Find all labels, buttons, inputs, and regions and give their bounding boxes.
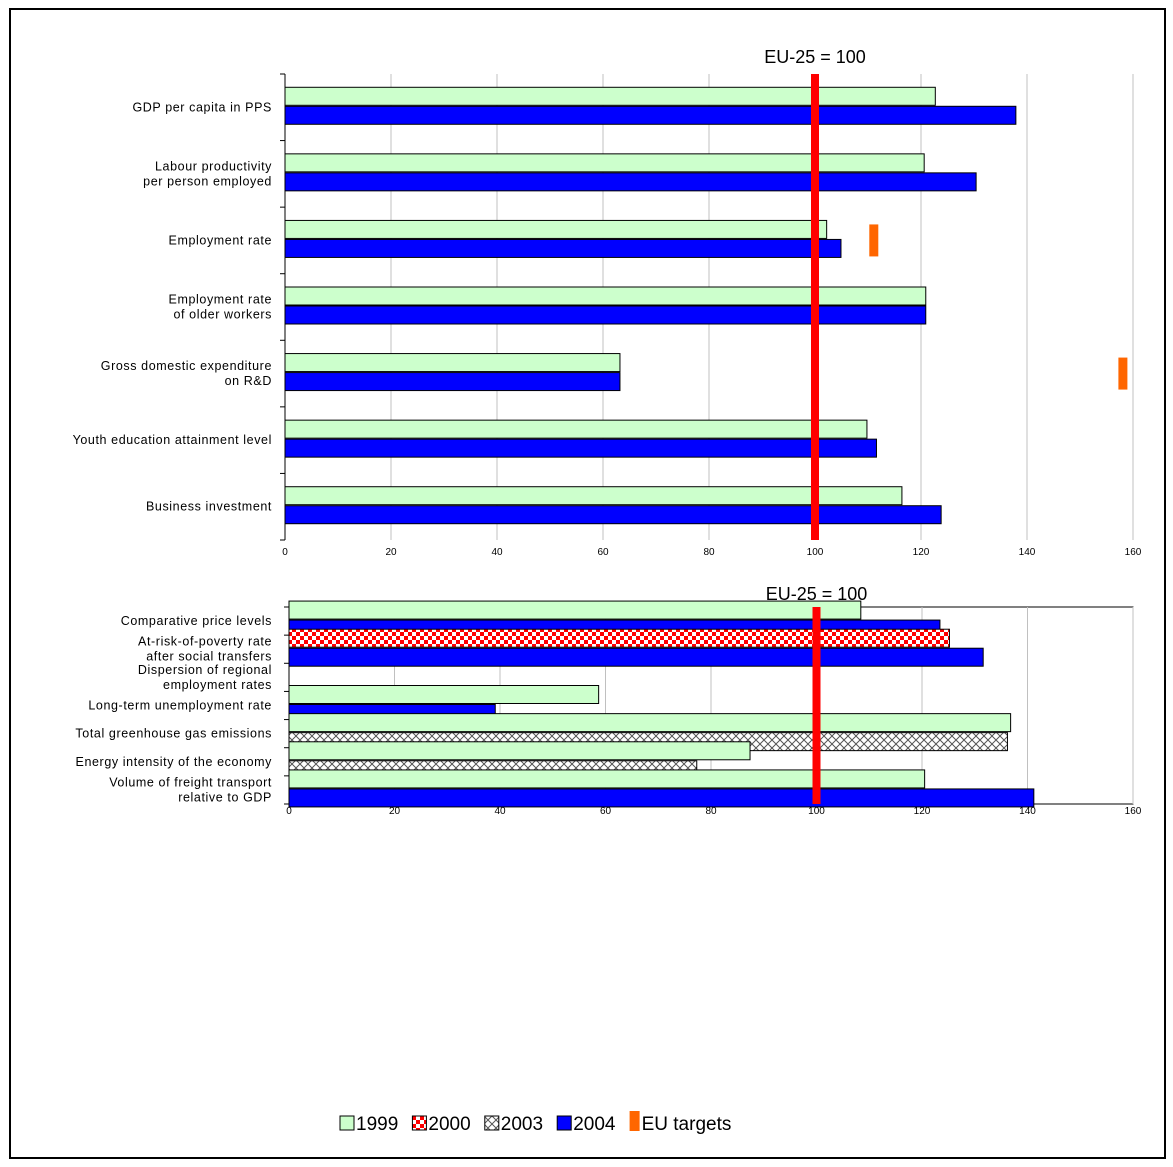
category-label: Gross domestic expenditure <box>101 359 272 373</box>
x-tick-label: 40 <box>494 806 506 817</box>
bar-1999 <box>284 86 936 106</box>
category-label: Business investment <box>146 500 272 514</box>
bar-1999 <box>288 741 751 761</box>
bar-1999 <box>288 713 1012 733</box>
legend-label: EU targets <box>642 1114 732 1135</box>
bar-2004 <box>284 172 977 192</box>
category-label: At-risk-of-poverty rate <box>138 635 272 649</box>
legend-label: 2003 <box>501 1114 543 1135</box>
bar-1999 <box>284 486 903 506</box>
category-label: of older workers <box>173 308 272 322</box>
bar-2004 <box>284 505 942 525</box>
bar-2004 <box>284 305 927 325</box>
bar-2004 <box>284 372 621 392</box>
x-tick-label: 140 <box>1019 547 1036 558</box>
x-tick-label: 20 <box>389 806 401 817</box>
bar-1999 <box>288 600 862 620</box>
category-label: Employment rate <box>169 233 272 247</box>
reference-annotation: EU-25 = 100 <box>764 47 866 67</box>
bar-2000 <box>288 628 950 648</box>
eu-target-marker <box>869 224 879 257</box>
x-tick-label: 20 <box>385 547 397 558</box>
bar-2004 <box>284 238 842 258</box>
bottom-chart-panel: 0 20 40 60 80 100 120 140 160 Comparative price l… <box>75 584 1141 817</box>
legend-swatch-target <box>629 1111 640 1131</box>
category-label: on R&D <box>225 374 272 388</box>
x-tick-label: 40 <box>491 547 503 558</box>
bar-1999 <box>284 419 868 439</box>
bar-1999 <box>284 153 925 173</box>
category-label: relative to GDP <box>178 790 272 804</box>
eu-target-marker <box>1118 357 1128 390</box>
legend-swatch-2004 <box>556 1115 572 1131</box>
bar-1999 <box>288 769 926 789</box>
x-tick-label: 80 <box>705 806 717 817</box>
chart-frame <box>9 8 1166 1159</box>
category-label: GDP per capita in PPS <box>132 100 272 114</box>
bar-2004 <box>288 647 984 667</box>
legend-label: 1999 <box>356 1114 398 1135</box>
top-chart-panel: 0 20 40 60 80 100 120 140 160 GDP per capita in P… <box>73 47 1142 558</box>
legend-label: 2000 <box>428 1114 470 1135</box>
legend: 1999 2000 2003 2004 EU targets <box>339 1111 732 1135</box>
category-label: Long-term unemployment rate <box>88 699 272 713</box>
category-label: Energy intensity of the economy <box>76 755 273 769</box>
x-tick-label: 100 <box>807 547 824 558</box>
category-label: Dispersion of regional <box>138 663 272 677</box>
bar-1999 <box>288 685 600 704</box>
x-tick-label: 160 <box>1125 547 1142 558</box>
category-label: Labour productivity <box>155 159 272 173</box>
category-label: Youth education attainment level <box>73 433 272 447</box>
legend-swatch-2000 <box>411 1115 427 1131</box>
legend-swatch-2003 <box>484 1115 500 1131</box>
category-label: Employment rate <box>169 293 272 307</box>
x-tick-label: 140 <box>1019 806 1036 817</box>
reference-annotation: EU-25 = 100 <box>766 584 868 604</box>
x-tick-label: 60 <box>597 547 609 558</box>
x-tick-label: 100 <box>808 806 825 817</box>
bar-1999 <box>284 219 828 239</box>
x-tick-label: 160 <box>1125 806 1142 817</box>
category-label: Volume of freight transport <box>109 775 272 789</box>
x-tick-label: 120 <box>914 806 931 817</box>
x-tick-label: 0 <box>282 547 288 558</box>
category-label: after social transfers <box>146 650 272 664</box>
legend-swatch-1999 <box>339 1115 355 1131</box>
legend-label: 2004 <box>573 1114 616 1135</box>
category-label: Comparative price levels <box>121 614 272 628</box>
bar-1999 <box>284 286 927 306</box>
x-tick-label: 60 <box>600 806 612 817</box>
bar-2004 <box>288 788 1035 808</box>
x-tick-label: 120 <box>913 547 930 558</box>
x-tick-label: 80 <box>703 547 715 558</box>
category-label: per person employed <box>143 174 272 188</box>
bar-2004 <box>284 105 1017 125</box>
bar-2004 <box>284 438 877 458</box>
category-label: employment rates <box>163 678 272 692</box>
x-tick-label: 0 <box>286 806 292 817</box>
bar-1999 <box>284 353 621 373</box>
category-label: Total greenhouse gas emissions <box>75 727 272 741</box>
